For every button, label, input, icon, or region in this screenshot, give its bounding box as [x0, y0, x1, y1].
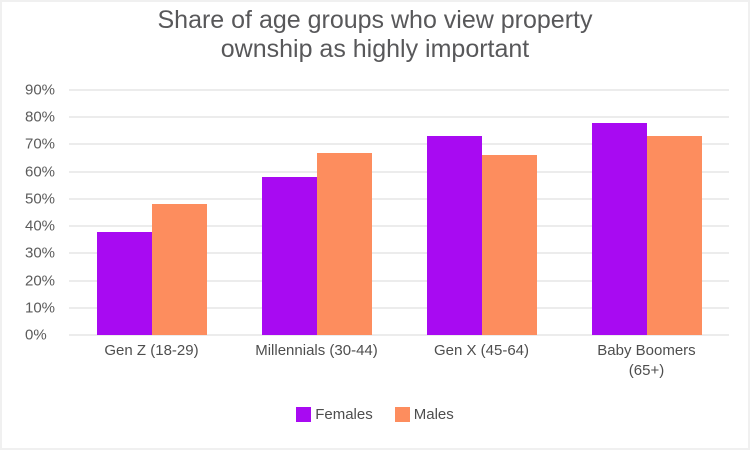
chart-title-line-2: ownship as highly important: [220, 35, 530, 63]
bar-group-gen-x: [399, 90, 564, 335]
bar-males-millennials[interactable]: [316, 152, 372, 335]
bar-females-millennials[interactable]: [261, 177, 317, 335]
gridline-60: [69, 170, 729, 173]
gridline-40: [69, 225, 729, 228]
bar-group-gen-z: [69, 90, 234, 335]
y-tick-label-30: 30%: [25, 244, 56, 262]
bar-males-gen-z[interactable]: [151, 204, 207, 335]
y-tick-label-60: 60%: [25, 163, 56, 181]
y-tick-label-0: 0%: [25, 326, 47, 344]
gridline-0: [69, 334, 729, 336]
chart-title: Share of age groups who view property ow…: [2, 6, 748, 64]
bar-groups: [69, 90, 729, 335]
y-tick-label-90: 90%: [25, 81, 56, 99]
males-color-swatch-icon: [394, 407, 410, 422]
plot-area: [69, 89, 729, 336]
legend-item-males: Males: [394, 406, 454, 423]
legend-item-females: Females: [296, 406, 373, 423]
y-tick-label-40: 40%: [25, 217, 56, 235]
chart-title-line-1: Share of age groups who view property: [157, 6, 593, 34]
females-color-swatch-icon: [296, 407, 312, 422]
y-tick-label-80: 80%: [25, 108, 56, 126]
gridline-10: [69, 306, 729, 309]
gridline-70: [69, 143, 729, 146]
x-tick-label-baby-boomers: Baby Boomers (65+): [597, 342, 696, 379]
y-tick-label-70: 70%: [25, 135, 56, 153]
legend: Females Males: [2, 406, 748, 423]
legend-label-males: Males: [413, 406, 454, 423]
gridline-80: [69, 116, 729, 119]
bar-group-baby-boomers: [564, 90, 729, 335]
gridline-30: [69, 252, 729, 255]
x-tick-label-gen-z: Gen Z (18-29): [104, 342, 199, 359]
legend-label-females: Females: [315, 406, 373, 423]
bar-females-gen-x[interactable]: [426, 136, 482, 335]
y-tick-label-10: 10%: [25, 299, 56, 317]
bar-group-millennials: [234, 90, 399, 335]
bar-males-gen-x[interactable]: [481, 155, 537, 335]
y-tick-label-50: 50%: [25, 190, 56, 208]
gridline-20: [69, 279, 729, 282]
x-tick-label-millennials: Millennials (30-44): [255, 342, 378, 359]
y-tick-label-20: 20%: [25, 272, 56, 290]
bar-females-gen-z[interactable]: [96, 231, 152, 335]
gridline-90: [69, 89, 729, 91]
bar-females-baby-boomers[interactable]: [591, 122, 647, 335]
gridline-50: [69, 197, 729, 200]
x-axis-labels: Gen Z (18-29) Millennials (30-44) Gen X …: [69, 341, 729, 381]
bar-males-baby-boomers[interactable]: [646, 136, 702, 335]
x-tick-label-gen-x: Gen X (45-64): [433, 342, 530, 359]
